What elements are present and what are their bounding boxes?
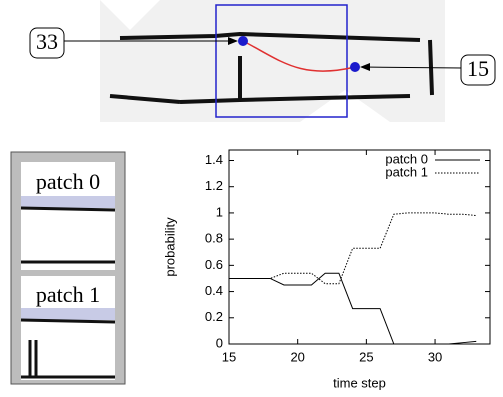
map-label: 33 — [36, 29, 58, 54]
y-tick-label: 1.4 — [205, 152, 223, 167]
patch-label: patch 0 — [36, 169, 100, 194]
figure: 33 15 patch 0 patch 1 0 0.2 0.4 0.6 0.8 1 1.2 1… — [0, 0, 503, 397]
y-tick-label: 1.2 — [205, 178, 223, 193]
y-axis-label: probability — [162, 217, 177, 277]
patches: patch 0 patch 1 — [11, 152, 125, 384]
y-tick-label: 0.2 — [205, 309, 223, 324]
chart: 0 0.2 0.4 0.6 0.8 1 1.2 1.4 15 20 25 30 time step pro… — [162, 150, 490, 390]
y-tick-label: 0.4 — [205, 283, 223, 298]
x-tick-label: 20 — [290, 349, 304, 364]
x-tick-label: 25 — [359, 349, 373, 364]
patch-label: patch 1 — [36, 282, 100, 307]
map-label: 15 — [467, 56, 489, 81]
map-bg — [100, 0, 445, 122]
x-tick-label: 30 — [428, 349, 442, 364]
y-tick-label: 0.8 — [205, 231, 223, 246]
y-tick-label: 1 — [216, 204, 223, 219]
pose — [238, 36, 248, 46]
patch-free — [21, 308, 115, 320]
map: 33 15 — [30, 0, 495, 122]
x-tick-label: 15 — [222, 349, 236, 364]
patch-free — [21, 196, 115, 208]
x-axis-label: time step — [333, 375, 386, 390]
y-tick-label: 0 — [216, 335, 223, 350]
pose — [350, 62, 360, 72]
plot-frame — [229, 150, 490, 344]
series-line — [229, 273, 476, 344]
y-tick-label: 0.6 — [205, 257, 223, 272]
legend-label: patch 1 — [385, 164, 428, 179]
series-line — [229, 213, 476, 284]
